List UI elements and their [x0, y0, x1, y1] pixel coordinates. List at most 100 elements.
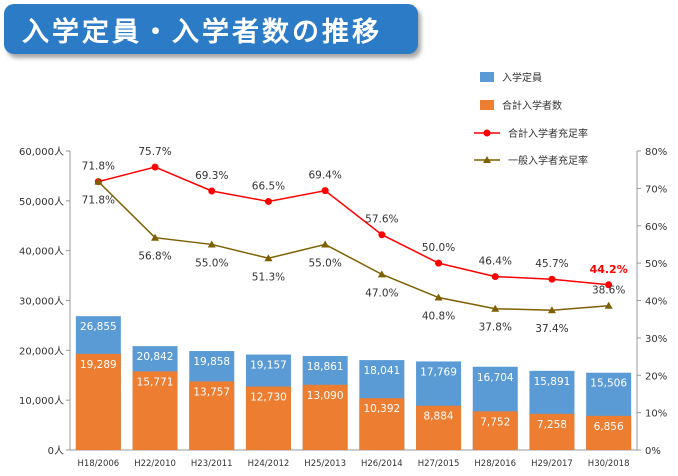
total-rate-label: 44.2%: [590, 263, 628, 276]
point-general-rate: [491, 304, 500, 312]
point-general-rate: [321, 240, 330, 248]
y-left-tick-label: 40,000人: [19, 246, 64, 258]
point-general-rate: [94, 177, 103, 185]
bar-capacity-label: 19,157: [250, 360, 287, 372]
y-right-tick-label: 0%: [645, 446, 661, 457]
y-right-tick-label: 60%: [645, 222, 667, 233]
general-rate-label: 55.0%: [308, 257, 341, 269]
y-left-tick-label: 30,000人: [19, 296, 64, 308]
bar-capacity-label: 20,842: [137, 351, 174, 363]
point-general-rate: [151, 233, 160, 241]
bar-enrolled: [472, 411, 518, 450]
x-tick-label: H28/2016: [474, 459, 516, 469]
bar-enrolled: [529, 413, 575, 450]
total-rate-label: 75.7%: [138, 146, 171, 158]
bar-capacity-label: 26,855: [80, 321, 117, 333]
bar-enrolled-label: 7,752: [480, 416, 510, 428]
bar-enrolled-label: 15,771: [137, 376, 174, 388]
point-general-rate: [547, 306, 556, 314]
point-total-rate: [605, 281, 613, 289]
legend-swatch-capacity: [480, 72, 494, 82]
y-left-tick-label: 60,000人: [19, 146, 64, 158]
bar-enrolled-label: 13,757: [193, 386, 230, 398]
point-general-rate: [434, 293, 443, 301]
y-right-tick-label: 80%: [645, 147, 667, 158]
chart-title: 入学定員・入学者数の推移: [22, 16, 382, 48]
y-right-tick-label: 50%: [645, 259, 667, 270]
title-banner: 入学定員・入学者数の推移: [4, 4, 418, 54]
bar-enrolled: [359, 398, 405, 450]
x-tick-label: H22/2010: [134, 459, 176, 469]
bar-enrolled-label: 12,730: [250, 392, 287, 404]
bar-enrolled: [75, 353, 121, 450]
y-left-tick-label: 10,000人: [19, 395, 64, 407]
bar-capacity-label: 19,858: [193, 356, 230, 368]
legend-label-enrolled: 合計入学者数: [502, 99, 562, 112]
bar-enrolled: [302, 384, 348, 450]
x-tick-label: H25/2013: [304, 459, 346, 469]
bar-capacity-label: 18,041: [363, 365, 400, 377]
point-general-rate: [207, 240, 216, 248]
total-rate-label: 69.4%: [308, 170, 341, 182]
legend-label-capacity: 入学定員: [502, 71, 542, 84]
x-tick-label: H18/2006: [77, 459, 119, 469]
bar-enrolled-label: 6,856: [594, 421, 624, 433]
total-rate-label: 57.6%: [365, 214, 398, 226]
bar-enrolled-label: 13,090: [307, 390, 344, 402]
y-right-tick-label: 20%: [645, 371, 667, 382]
general-rate-label: 38.6%: [592, 285, 625, 297]
legend-label-total: 合計入学者充足率: [508, 127, 588, 140]
general-rate-label: 55.0%: [195, 257, 228, 269]
bar-enrolled: [189, 381, 235, 450]
x-tick-label: H23/2011: [191, 459, 233, 469]
total-rate-label: 71.8%: [82, 161, 115, 173]
y-right-tick-label: 70%: [645, 184, 667, 195]
y-left-tick-label: 50,000人: [19, 196, 64, 208]
total-rate-label: 45.7%: [535, 258, 568, 270]
total-rate-label: 46.4%: [479, 256, 512, 268]
general-rate-label: 47.0%: [365, 287, 398, 299]
bar-enrolled: [132, 371, 178, 450]
point-total-rate: [378, 231, 386, 239]
general-rate-label: 37.8%: [479, 322, 512, 334]
y-left-tick-label: 0人: [48, 445, 64, 457]
y-right-tick-label: 40%: [645, 297, 667, 308]
bar-enrolled-label: 10,392: [363, 403, 400, 415]
bar-enrolled-label: 7,258: [537, 419, 567, 431]
point-total-rate: [435, 259, 443, 267]
bar-enrolled-label: 8,884: [424, 411, 454, 423]
point-total-rate: [264, 197, 272, 205]
bar-enrolled: [586, 415, 632, 450]
general-rate-label: 56.8%: [138, 251, 171, 263]
point-total-rate: [151, 163, 159, 171]
point-total-rate: [491, 273, 499, 281]
legend-label-general: 一般入学者充足率: [508, 154, 588, 167]
general-rate-label: 40.8%: [422, 311, 455, 323]
bar-enrolled-label: 19,289: [80, 359, 117, 371]
line-general-rate: [97, 181, 609, 311]
point-general-rate: [604, 301, 613, 309]
bar-enrolled: [245, 386, 291, 450]
bar-capacity-label: 18,861: [307, 361, 344, 373]
point-total-rate: [321, 187, 329, 195]
point-general-rate: [377, 270, 386, 278]
legend-marker-total: [483, 129, 491, 137]
bar-capacity-label: 17,769: [420, 366, 457, 378]
general-rate-label: 51.3%: [252, 271, 285, 283]
general-rate-label: 71.8%: [82, 195, 115, 207]
y-right-tick-label: 10%: [645, 409, 667, 420]
bar-capacity-label: 16,704: [477, 372, 514, 384]
bar-enrolled: [416, 405, 462, 450]
point-general-rate: [264, 254, 273, 262]
general-rate-label: 37.4%: [535, 323, 568, 335]
x-tick-label: H27/2015: [418, 459, 460, 469]
bar-capacity-label: 15,506: [590, 378, 627, 390]
bar-capacity-label: 15,891: [534, 376, 571, 388]
point-total-rate: [548, 275, 556, 283]
total-rate-label: 69.3%: [195, 170, 228, 182]
line-total-rate: [98, 166, 609, 286]
x-tick-label: H24/2012: [248, 459, 290, 469]
x-tick-label: H29/2017: [531, 459, 573, 469]
y-left-tick-label: 20,000人: [19, 345, 64, 357]
